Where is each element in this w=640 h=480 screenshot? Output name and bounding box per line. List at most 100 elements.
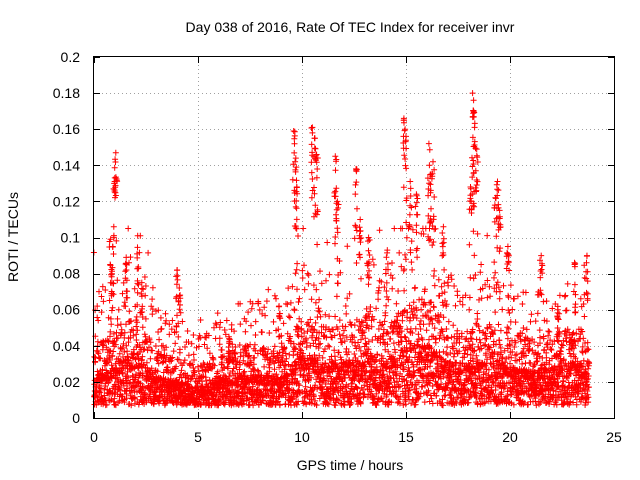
data-point: [163, 344, 170, 351]
data-point: [122, 303, 129, 310]
data-point: [98, 309, 105, 316]
data-point: [127, 379, 134, 386]
data-point: [141, 346, 148, 353]
data-point: [159, 359, 166, 366]
data-point: [107, 328, 114, 335]
data-point: [110, 348, 117, 355]
data-point: [107, 357, 114, 363]
data-points: [90, 90, 593, 409]
data-point: [128, 360, 135, 366]
data-point: [134, 289, 141, 296]
data-point: [130, 394, 137, 401]
data-point: [97, 385, 104, 392]
data-point: [143, 359, 150, 366]
data-point: [155, 360, 162, 367]
data-point: [143, 338, 149, 345]
data-point: [180, 360, 187, 366]
data-point: [147, 339, 154, 346]
data-point: [131, 285, 138, 292]
data-point: [137, 380, 144, 387]
data-point: [127, 392, 134, 399]
data-point: [114, 315, 121, 322]
data-point: [176, 346, 183, 353]
data-point: [202, 334, 208, 341]
data-point: [115, 386, 122, 393]
data-point: [163, 317, 170, 324]
data-point: [93, 401, 100, 408]
data-point: [111, 338, 118, 345]
data-point: [125, 225, 132, 232]
chart-title: Day 038 of 2016, Rate Of TEC Index for r…: [186, 19, 515, 35]
data-point: [99, 341, 106, 348]
data-point: [156, 336, 163, 343]
data-point: [133, 331, 140, 338]
data-point: [97, 389, 103, 396]
data-point: [145, 249, 152, 256]
data-point: [128, 318, 135, 325]
data-point: [134, 327, 141, 334]
data-point: [142, 315, 149, 322]
data-point: [111, 395, 118, 402]
data-point: [116, 350, 123, 357]
data-point: [113, 329, 120, 336]
data-point: [172, 340, 179, 347]
data-point: [133, 323, 140, 330]
data-point: [102, 287, 109, 293]
data-point: [123, 321, 129, 328]
data-point: [168, 326, 175, 333]
data-point: [139, 353, 146, 360]
data-point: [131, 388, 138, 394]
data-point: [148, 365, 155, 372]
data-point: [123, 342, 130, 349]
data-point: [117, 321, 124, 328]
data-point: [126, 308, 133, 315]
data-point: [133, 313, 140, 320]
data-point: [181, 357, 188, 364]
data-point: [191, 357, 197, 363]
data-point: [166, 321, 173, 328]
data-point: [112, 341, 119, 348]
data-point: [125, 374, 132, 381]
data-point: [169, 317, 176, 324]
data-point: [134, 319, 141, 326]
data-point: [157, 314, 164, 321]
data-point: [99, 346, 106, 353]
data-point: [190, 332, 197, 338]
data-point: [155, 329, 162, 335]
data-point: [141, 331, 148, 338]
data-point: [107, 315, 114, 322]
data-point: [94, 303, 101, 310]
data-point: [132, 356, 139, 363]
data-point: [179, 318, 186, 325]
data-point: [196, 343, 202, 350]
data-point: [146, 344, 152, 351]
data-point: [178, 367, 185, 374]
data-point: [128, 402, 135, 409]
data-point: [149, 284, 156, 291]
data-point: [121, 299, 128, 306]
data-point: [132, 395, 138, 402]
data-point: [191, 371, 198, 378]
data-point: [149, 296, 156, 303]
data-point: [189, 361, 196, 368]
data-point: [121, 329, 128, 336]
data-point: [175, 356, 182, 363]
data-point: [159, 388, 166, 395]
data-point: [124, 348, 131, 355]
data-point: [163, 352, 170, 359]
data-point: [185, 352, 192, 359]
data-point: [168, 357, 175, 364]
data-point: [173, 363, 180, 370]
data-point: [114, 335, 121, 341]
data-point: [188, 340, 195, 347]
data-point: [135, 355, 142, 361]
data-point: [197, 334, 204, 341]
data-point: [169, 354, 176, 361]
data-point: [195, 368, 202, 375]
data-point: [147, 355, 154, 362]
data-point: [142, 292, 149, 299]
data-point: [155, 348, 162, 355]
data-point: [119, 344, 126, 351]
